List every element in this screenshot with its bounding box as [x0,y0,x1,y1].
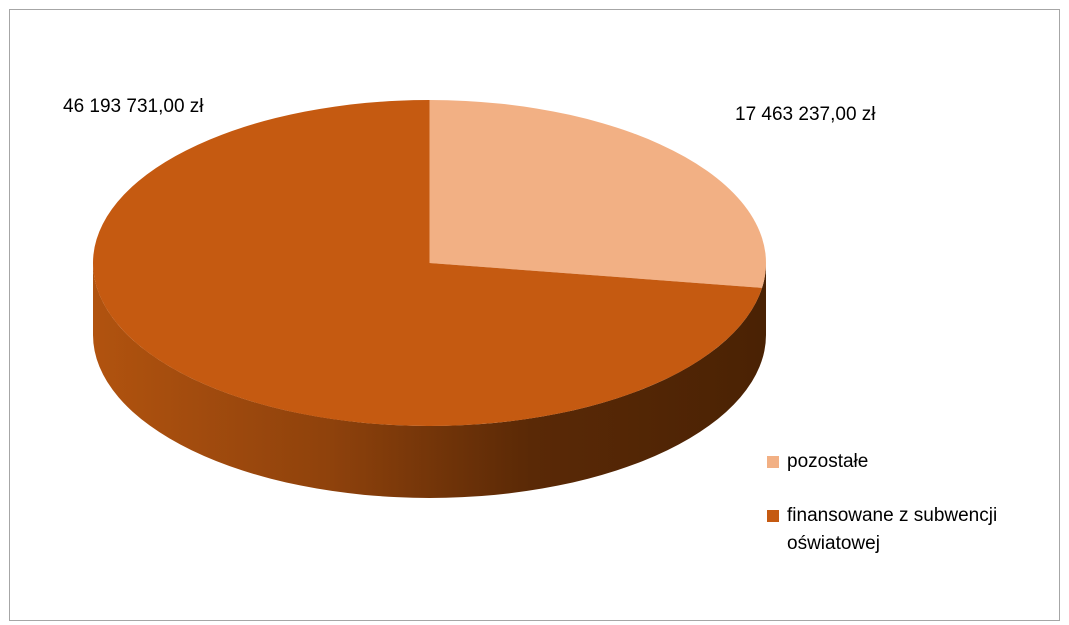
data-label-pozostale: 17 463 237,00 zł [735,104,876,126]
legend: pozostałe finansowane z subwencji oświat… [767,448,1057,558]
legend-label-pozostale: pozostałe [787,451,868,472]
legend-swatch-pozostale [767,456,779,468]
legend-swatch-subwencja [767,510,779,522]
legend-item-subwencja: finansowane z subwencji oświatowej [767,502,1057,558]
legend-item-pozostale: pozostałe [767,448,1057,476]
pie-slice-pozostale [430,100,766,288]
legend-label-subwencja: finansowane z subwencji oświatowej [787,505,997,554]
data-label-subwencja: 46 193 731,00 zł [63,96,204,118]
